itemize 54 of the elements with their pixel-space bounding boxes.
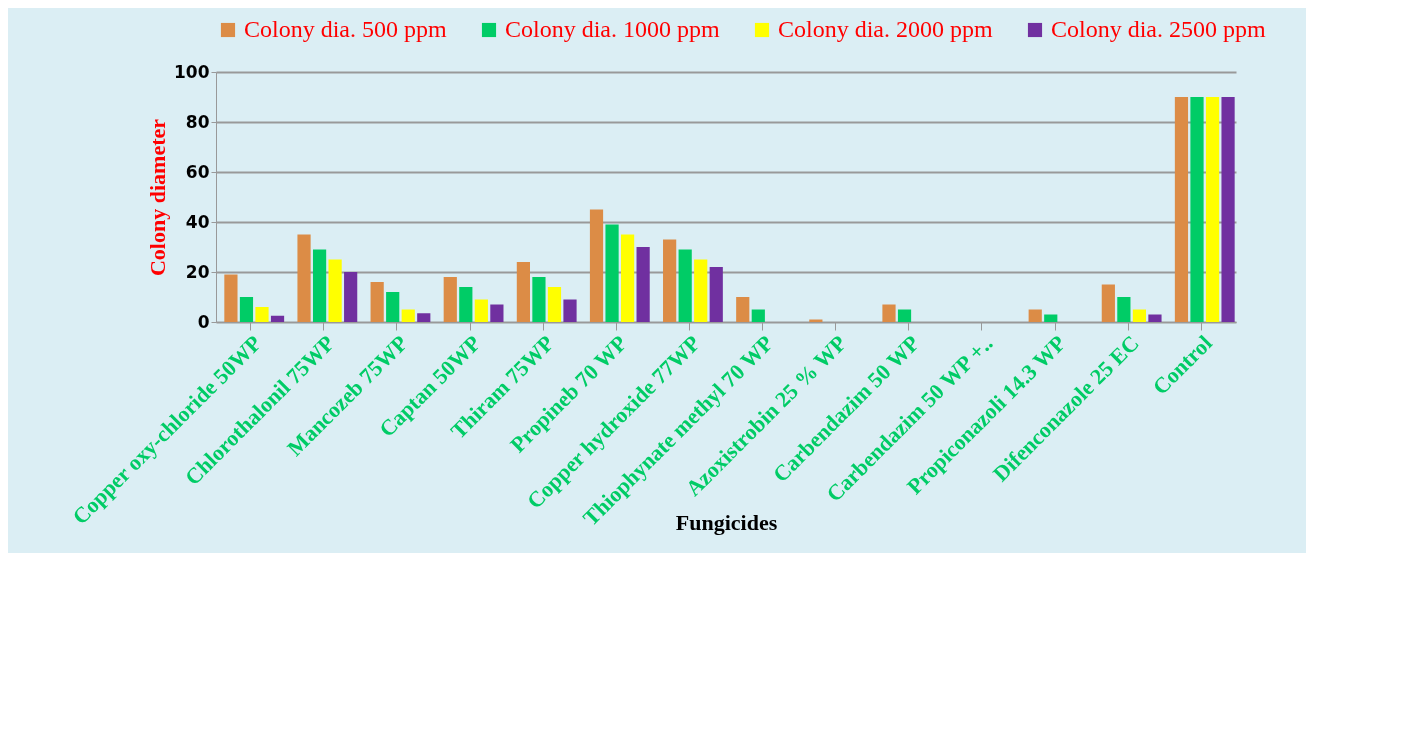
bar — [443, 277, 457, 322]
y-tick-label: 20 — [185, 261, 210, 282]
bar — [516, 262, 530, 322]
bar — [490, 304, 504, 322]
y-tick-label: 60 — [185, 161, 210, 182]
legend-label: Colony dia. 2000 ppm — [778, 16, 993, 42]
bar — [532, 277, 546, 322]
bar — [1148, 314, 1162, 322]
bar — [1117, 297, 1131, 322]
bar — [636, 247, 650, 322]
bar — [897, 309, 912, 322]
bar — [694, 259, 708, 322]
bar — [882, 304, 896, 322]
bar — [605, 224, 619, 322]
bar — [589, 209, 604, 322]
bar — [547, 287, 562, 322]
bar — [370, 282, 384, 322]
bar — [224, 274, 238, 322]
bar — [255, 307, 269, 322]
bar — [1044, 314, 1058, 322]
legend-label: Colony dia. 2500 ppm — [1051, 16, 1266, 42]
y-tick-label: 100 — [174, 61, 210, 82]
bar — [736, 297, 750, 322]
legend-label: Colony dia. 500 ppm — [244, 16, 447, 42]
bar — [474, 299, 488, 322]
bar — [344, 272, 358, 322]
bar — [297, 234, 311, 322]
x-axis-title: Fungicides — [675, 509, 778, 535]
bar — [709, 267, 723, 322]
bar — [1101, 284, 1115, 322]
y-axis-title: Colony diameter — [145, 118, 171, 277]
bar — [563, 299, 577, 322]
bar — [1190, 97, 1204, 322]
bar — [459, 287, 473, 322]
bar — [620, 234, 635, 322]
bar — [328, 259, 342, 322]
bar — [312, 249, 327, 322]
y-tick-label: 0 — [197, 311, 210, 332]
legend-label: Colony dia. 1000 ppm — [505, 16, 720, 42]
bar — [417, 313, 431, 322]
bar — [1174, 97, 1189, 322]
bar — [401, 309, 415, 322]
y-tick-label: 80 — [185, 111, 210, 132]
bar — [751, 309, 765, 322]
bar — [1205, 97, 1220, 322]
bar — [386, 292, 400, 322]
bar — [1132, 309, 1147, 322]
bar — [1028, 309, 1042, 322]
bar — [663, 239, 677, 322]
bar — [1221, 97, 1235, 322]
bar — [270, 315, 285, 322]
bar — [678, 249, 692, 322]
bar — [239, 297, 254, 322]
y-tick-label: 40 — [185, 211, 210, 232]
